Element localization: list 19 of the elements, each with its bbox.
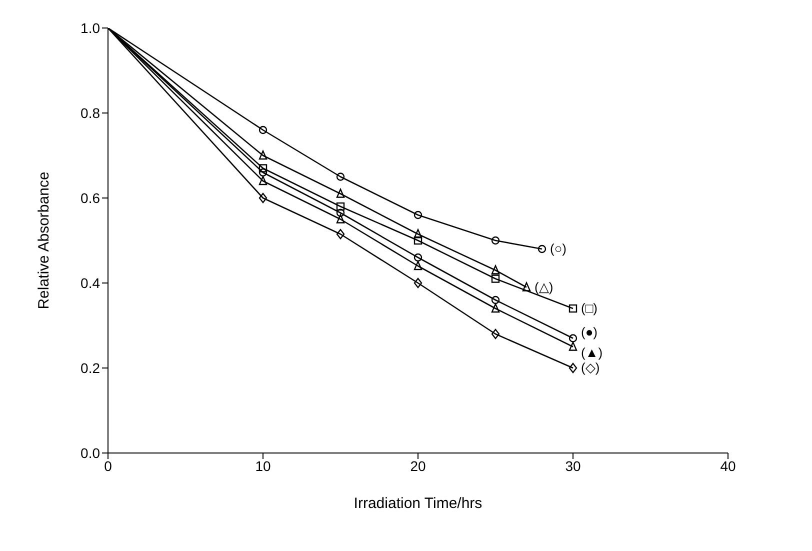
y-tick-label: 0.6 <box>80 190 100 206</box>
y-tick-label: 0.8 <box>80 104 100 121</box>
series-label: (◇) <box>581 360 600 375</box>
y-tick-label: 0.0 <box>80 444 100 461</box>
x-tick-label: 40 <box>720 458 736 474</box>
x-tick-label: 20 <box>410 458 426 474</box>
y-tick-label: 0.2 <box>80 360 100 376</box>
series-label: (●) <box>581 324 598 340</box>
series-label: (△) <box>534 279 554 294</box>
y-tick-label: 0.4 <box>80 274 100 291</box>
x-tick-label: 10 <box>255 458 271 474</box>
x-tick-label: 30 <box>565 458 581 474</box>
y-tick-label: 1.0 <box>80 20 100 36</box>
x-axis-title: Irradiation Time/hrs <box>354 495 482 512</box>
series-label: (□) <box>581 300 598 316</box>
y-axis-title: Relative Absorbance <box>35 172 52 310</box>
series-label: (▲) <box>581 344 603 360</box>
x-tick-label: 0 <box>104 458 112 474</box>
series-label: (○) <box>550 241 567 256</box>
